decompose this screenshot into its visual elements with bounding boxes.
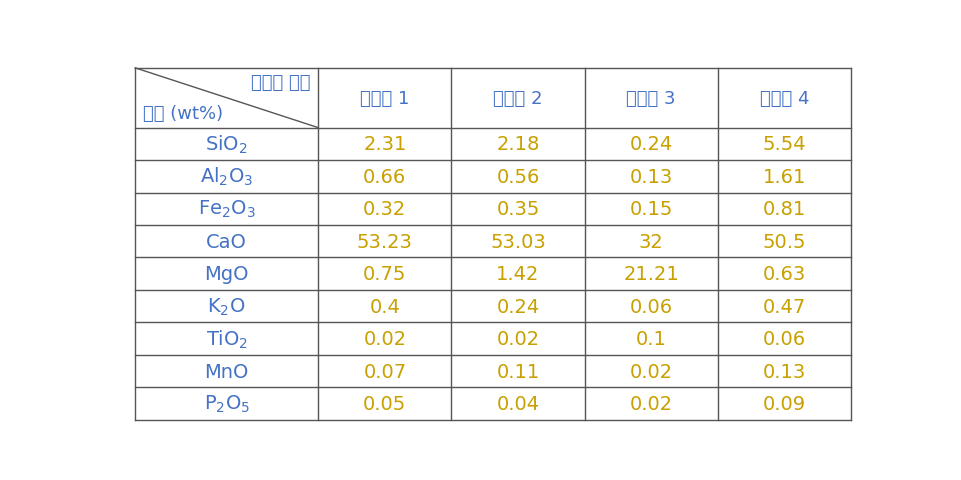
Text: 0.06: 0.06 [628,297,672,316]
Text: 0.24: 0.24 [496,297,539,316]
Text: 5.54: 5.54 [762,135,805,154]
Text: 50.5: 50.5 [762,232,805,251]
Text: 0.24: 0.24 [628,135,672,154]
Text: 0.02: 0.02 [628,362,672,381]
Text: MnO: MnO [205,362,249,381]
Text: 0.63: 0.63 [762,264,805,284]
Text: 2.18: 2.18 [496,135,539,154]
Text: 1.61: 1.61 [762,168,805,186]
Text: 0.56: 0.56 [496,168,539,186]
Text: Al$_2$O$_3$: Al$_2$O$_3$ [200,166,253,188]
Text: K$_2$O: K$_2$O [208,296,246,317]
Text: SiO$_2$: SiO$_2$ [206,133,248,156]
Text: 0.07: 0.07 [363,362,406,381]
Text: 0.13: 0.13 [628,168,672,186]
Text: 석회석 1: 석회석 1 [359,90,409,108]
Text: MgO: MgO [205,264,249,284]
Text: 0.66: 0.66 [363,168,407,186]
Text: 1.42: 1.42 [496,264,539,284]
Text: TiO$_2$: TiO$_2$ [206,328,248,350]
Text: 석회석 3: 석회석 3 [626,90,676,108]
Text: 0.02: 0.02 [628,394,672,413]
Text: CaO: CaO [206,232,247,251]
Text: 0.75: 0.75 [362,264,407,284]
Text: 0.02: 0.02 [496,329,539,348]
Text: 0.35: 0.35 [496,200,539,219]
Text: 호스트 광물: 호스트 광물 [251,74,310,92]
Text: 53.23: 53.23 [357,232,412,251]
Text: 0.05: 0.05 [363,394,407,413]
Text: 0.81: 0.81 [762,200,805,219]
Text: 2.31: 2.31 [362,135,407,154]
Text: 21.21: 21.21 [623,264,678,284]
Text: 0.02: 0.02 [363,329,406,348]
Text: 0.09: 0.09 [762,394,805,413]
Text: 0.4: 0.4 [369,297,400,316]
Text: 0.32: 0.32 [363,200,407,219]
Text: 0.1: 0.1 [635,329,666,348]
Text: 0.15: 0.15 [628,200,672,219]
Text: 성분 (wt%): 성분 (wt%) [142,105,223,123]
Text: 0.47: 0.47 [762,297,805,316]
Text: 32: 32 [638,232,663,251]
Text: 0.04: 0.04 [496,394,539,413]
Text: P$_2$O$_5$: P$_2$O$_5$ [204,393,250,414]
Text: 53.03: 53.03 [489,232,545,251]
Text: 0.13: 0.13 [762,362,805,381]
Text: 0.11: 0.11 [496,362,539,381]
Text: 석회석 2: 석회석 2 [493,90,542,108]
Text: 0.06: 0.06 [762,329,805,348]
Text: Fe$_2$O$_3$: Fe$_2$O$_3$ [198,199,256,220]
Text: 석회석 4: 석회석 4 [759,90,808,108]
